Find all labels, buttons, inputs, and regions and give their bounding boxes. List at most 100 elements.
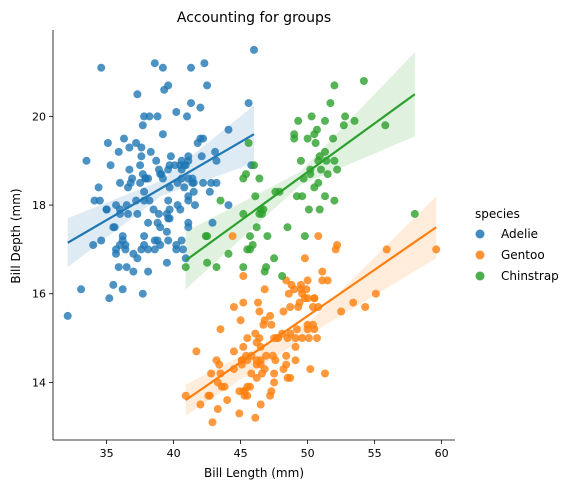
data-point-gentoo [287, 280, 296, 289]
data-point-chinstrap [296, 156, 305, 165]
data-point-gentoo [239, 298, 248, 307]
data-point-adelie [77, 285, 86, 294]
data-point-gentoo [302, 285, 311, 294]
data-point-gentoo [266, 391, 275, 400]
data-point-adelie [176, 205, 185, 214]
data-point-adelie [177, 236, 186, 245]
data-point-adelie [193, 139, 202, 147]
data-point-gentoo [291, 342, 300, 351]
data-point-adelie [144, 218, 153, 227]
data-point-chinstrap [341, 112, 350, 121]
data-point-gentoo [270, 369, 279, 378]
data-point-gentoo [262, 351, 271, 360]
data-point-chinstrap [307, 112, 316, 121]
data-point-gentoo [282, 351, 291, 360]
data-point-adelie [153, 112, 162, 121]
data-point-adelie [180, 183, 189, 192]
data-point-adelie [120, 134, 128, 143]
data-point-gentoo [291, 356, 300, 365]
data-point-adelie [132, 139, 141, 147]
data-point-chinstrap [255, 174, 264, 183]
data-point-adelie [112, 201, 120, 210]
data-point-chinstrap [333, 165, 342, 174]
data-point-adelie [212, 156, 221, 165]
data-point-adelie [110, 223, 119, 232]
data-point-chinstrap [244, 139, 253, 147]
data-point-adelie [244, 99, 253, 108]
data-point-gentoo [192, 347, 201, 356]
data-point-chinstrap [410, 209, 419, 218]
confidence-band-chinstrap [185, 52, 415, 290]
data-point-chinstrap [203, 232, 212, 241]
data-point-adelie [184, 196, 193, 205]
data-point-adelie [124, 209, 132, 218]
data-point-adelie [158, 174, 167, 183]
data-point-chinstrap [212, 263, 221, 272]
data-point-chinstrap [239, 263, 248, 272]
data-point-adelie [196, 103, 205, 112]
data-point-adelie [150, 245, 159, 254]
legend-title: species [475, 207, 520, 221]
data-point-chinstrap [323, 170, 332, 179]
data-point-gentoo [300, 254, 309, 263]
data-point-gentoo [284, 289, 293, 298]
legend-label-gentoo: Gentoo [501, 248, 545, 262]
data-point-adelie [165, 161, 174, 170]
data-point-chinstrap [263, 232, 272, 241]
x-tick-label: 55 [368, 447, 382, 460]
data-point-adelie [137, 245, 146, 254]
data-point-chinstrap [359, 77, 368, 85]
data-point-chinstrap [321, 147, 329, 156]
data-point-chinstrap [290, 130, 299, 139]
data-point-gentoo [208, 418, 217, 427]
data-point-chinstrap [304, 205, 313, 214]
data-point-chinstrap [255, 209, 264, 218]
data-point-gentoo [292, 325, 301, 334]
data-point-adelie [82, 156, 91, 165]
data-point-gentoo [229, 347, 238, 356]
data-point-adelie [146, 147, 155, 156]
data-point-adelie [208, 218, 217, 227]
data-point-adelie [184, 223, 193, 232]
data-point-adelie [197, 152, 206, 161]
data-point-gentoo [255, 307, 264, 316]
data-point-adelie [116, 241, 124, 249]
data-point-adelie [137, 152, 146, 161]
data-point-adelie [144, 267, 153, 276]
legend-marker-gentoo [475, 250, 485, 260]
data-point-gentoo [306, 365, 315, 374]
legend-marker-chinstrap [475, 271, 485, 281]
data-point-gentoo [229, 303, 238, 311]
data-point-adelie [164, 236, 173, 245]
data-point-chinstrap [260, 267, 269, 276]
data-point-gentoo [260, 365, 269, 374]
data-point-gentoo [260, 316, 269, 325]
data-point-gentoo [254, 298, 262, 307]
data-point-gentoo [255, 334, 264, 343]
data-point-adelie [145, 112, 154, 121]
data-point-adelie [152, 156, 161, 165]
regression-line-gentoo [185, 226, 437, 402]
data-point-gentoo [247, 369, 256, 378]
data-point-chinstrap [321, 116, 329, 125]
data-point-adelie [150, 236, 159, 245]
data-point-chinstrap [317, 165, 325, 174]
data-point-adelie [137, 143, 146, 152]
data-point-gentoo [235, 387, 244, 396]
data-point-adelie [105, 294, 114, 303]
data-point-adelie [94, 183, 103, 192]
data-point-gentoo [236, 316, 245, 325]
data-point-chinstrap [314, 178, 323, 187]
data-point-adelie [189, 187, 198, 196]
data-point-adelie [165, 205, 174, 214]
data-point-gentoo [239, 342, 248, 351]
data-point-gentoo [286, 303, 295, 311]
data-point-chinstrap [330, 156, 339, 165]
data-point-adelie [141, 174, 150, 183]
y-tick-label: 14 [32, 376, 46, 389]
data-point-gentoo [270, 378, 279, 387]
data-point-adelie [184, 152, 193, 161]
data-point-gentoo [304, 334, 313, 343]
data-point-gentoo [239, 272, 248, 280]
